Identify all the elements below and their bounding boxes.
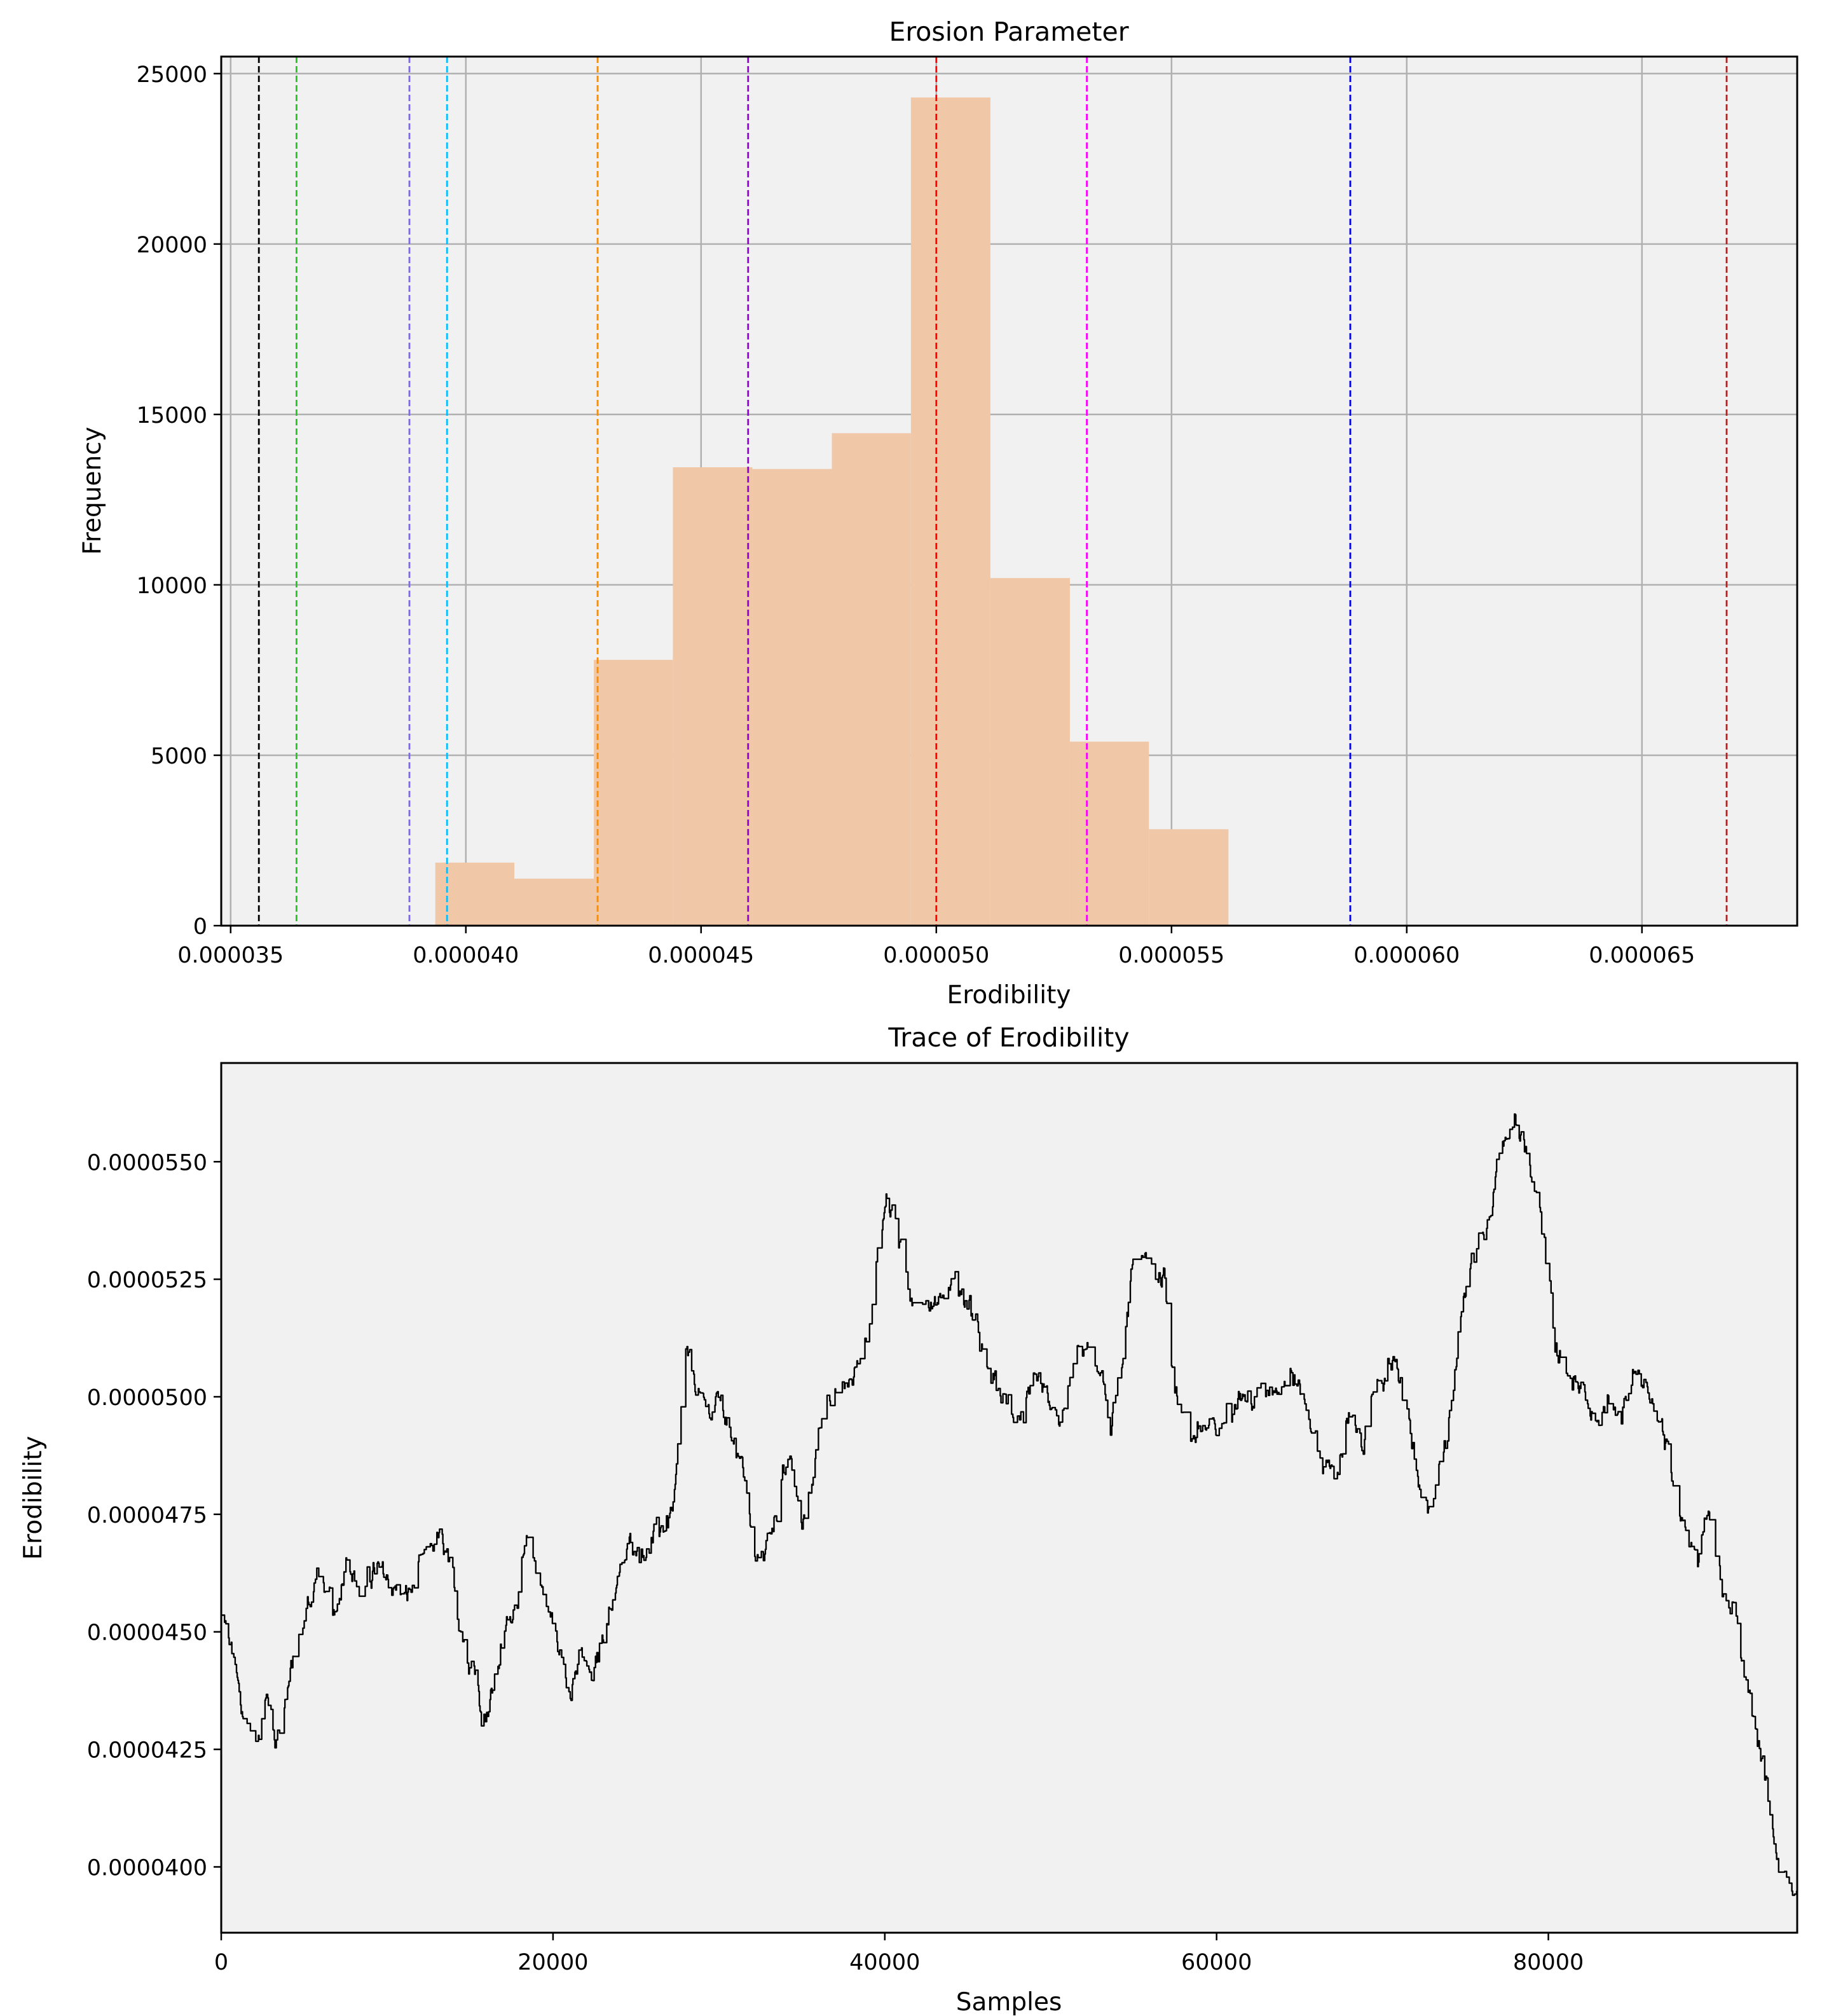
- trace-x-tick-label: 40000: [849, 1950, 920, 1975]
- trace-plot-area: [221, 1063, 1797, 1933]
- trace-y-tick-label: 0.0000550: [87, 1150, 207, 1176]
- trace-y-tick-label: 0.0000500: [87, 1385, 207, 1411]
- trace-frame: [220, 1062, 1798, 1934]
- histogram-bar: [910, 97, 990, 926]
- trace-y-tick-label: 0.0000425: [87, 1738, 207, 1764]
- histogram-y-tick-label: 15000: [137, 403, 207, 429]
- histogram-y-tick-label: 25000: [137, 62, 207, 88]
- histogram-bar: [752, 469, 832, 926]
- trace-title: Trace of Erodibility: [887, 1022, 1129, 1053]
- histogram-x-ticks: 0.000035 0.000040 0.000045 0.000050 0.000055…: [177, 926, 1695, 968]
- histogram-x-tick-label: 0.000045: [648, 943, 754, 968]
- histogram-x-tick-label: 0.000035: [177, 943, 284, 968]
- trace-x-tick-label: 60000: [1181, 1950, 1252, 1975]
- histogram-x-tick-label: 0.000060: [1353, 943, 1460, 968]
- histogram-bar: [594, 659, 673, 926]
- histogram-bar: [673, 467, 753, 926]
- histogram-bar: [990, 578, 1070, 926]
- histogram-x-tick-label: 0.000050: [883, 943, 989, 968]
- trace-x-tick-label: 20000: [517, 1950, 588, 1975]
- trace-x-tick-label: 80000: [1513, 1950, 1584, 1975]
- histogram-frame: [220, 55, 1798, 927]
- histogram-x-axis-label: Erodibility: [947, 981, 1071, 1010]
- trace-y-tick-label: 0.0000450: [87, 1621, 207, 1646]
- trace-series-line: [221, 1113, 1798, 1896]
- trace-y-tick-label: 0.0000400: [87, 1855, 207, 1881]
- histogram-title: Erosion Parameter: [889, 17, 1128, 47]
- trace-y-ticks: 0.0000400 0.0000425 0.0000450 0.0000475 0.00…: [87, 1150, 221, 1881]
- histogram-y-tick-label: 5000: [151, 744, 207, 769]
- histogram-bars: [435, 97, 1229, 926]
- histogram-y-axis-label: Frequency: [78, 427, 107, 554]
- histogram-y-tick-label: 0: [193, 914, 207, 940]
- histogram-panel: 0.000035 0.000040 0.000045 0.000050 0.000055…: [78, 17, 1798, 1010]
- histogram-y-ticks: 0 5000 10000 15000 20000 25000: [137, 62, 221, 940]
- trace-y-tick-label: 0.0000475: [87, 1503, 207, 1528]
- trace-x-axis-label: Samples: [956, 1988, 1062, 2016]
- histogram-reference-lines: [257, 57, 1728, 926]
- histogram-x-tick-label: 0.000065: [1589, 943, 1695, 968]
- histogram-x-tick-label: 0.000055: [1118, 943, 1224, 968]
- trace-panel: 0 20000 40000 60000 80000 0.0000400 0.0000425…: [19, 1022, 1798, 2016]
- histogram-bar: [832, 433, 911, 926]
- histogram-bar: [1149, 829, 1229, 926]
- histogram-bar: [514, 879, 594, 926]
- trace-x-tick-label: 0: [214, 1950, 228, 1975]
- histogram-bar: [435, 862, 515, 926]
- trace-y-tick-label: 0.0000525: [87, 1268, 207, 1293]
- histogram-bar: [1069, 741, 1149, 926]
- trace-x-ticks: 0 20000 40000 60000 80000: [214, 1933, 1584, 1975]
- histogram-y-tick-label: 20000: [137, 233, 207, 258]
- histogram-y-tick-label: 10000: [137, 573, 207, 599]
- trace-y-axis-label: Erodibility: [19, 1436, 48, 1560]
- histogram-x-tick-label: 0.000040: [413, 943, 519, 968]
